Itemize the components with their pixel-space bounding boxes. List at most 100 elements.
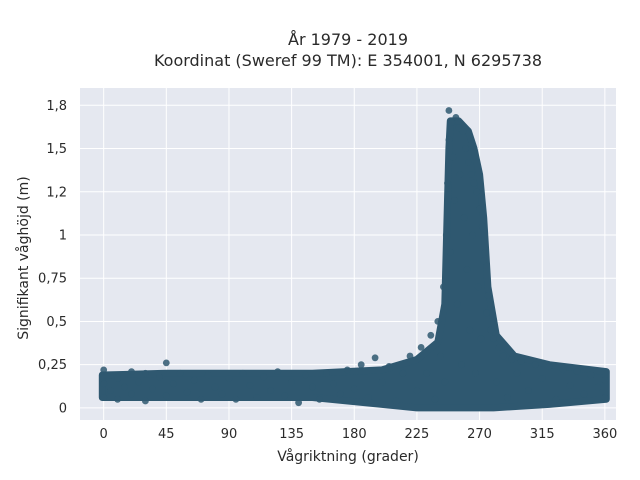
data-point xyxy=(267,387,275,394)
data-point xyxy=(458,361,465,369)
data-point xyxy=(466,326,474,334)
data-point xyxy=(459,127,467,135)
data-point xyxy=(492,378,500,386)
data-point xyxy=(330,380,337,388)
data-point xyxy=(142,397,149,405)
x-tick-label: 225 xyxy=(405,427,430,442)
data-point xyxy=(446,248,454,256)
data-point xyxy=(399,369,407,377)
data-point xyxy=(451,197,458,204)
data-point xyxy=(343,366,351,374)
data-point xyxy=(480,257,488,265)
data-point xyxy=(487,326,495,334)
data-point xyxy=(456,171,464,178)
data-point xyxy=(431,395,439,403)
data-point xyxy=(246,382,254,389)
data-point xyxy=(260,373,268,381)
data-point xyxy=(190,376,198,384)
data-point xyxy=(448,119,456,126)
data-point xyxy=(169,380,177,388)
data-point xyxy=(495,344,503,351)
data-point xyxy=(601,394,609,401)
data-point xyxy=(477,335,485,343)
y-tick-label: 0,25 xyxy=(38,358,67,373)
data-point xyxy=(478,222,486,230)
data-point xyxy=(473,188,481,196)
data-point xyxy=(559,366,567,374)
data-point xyxy=(121,383,128,391)
data-point xyxy=(566,382,574,389)
data-point xyxy=(453,300,461,308)
data-point xyxy=(552,395,560,403)
data-point xyxy=(225,375,233,382)
x-axis-title: Vågriktning (grader) xyxy=(277,448,419,465)
data-point xyxy=(504,394,511,401)
data-point xyxy=(476,205,483,213)
data-point xyxy=(538,375,546,382)
data-point xyxy=(474,283,482,291)
data-point xyxy=(469,231,476,239)
data-point xyxy=(417,344,425,351)
data-point xyxy=(302,371,309,379)
data-point xyxy=(274,368,282,375)
y-tick-label: 1 xyxy=(59,228,67,243)
data-point xyxy=(440,283,447,291)
data-point xyxy=(499,352,507,360)
data-point xyxy=(434,318,442,325)
data-point xyxy=(444,179,451,187)
data-point xyxy=(114,375,121,382)
data-point xyxy=(176,369,184,377)
data-point xyxy=(316,395,323,403)
data-point xyxy=(107,371,114,379)
data-point xyxy=(406,352,414,360)
data-point xyxy=(465,159,472,166)
data-point xyxy=(413,387,421,394)
data-point xyxy=(573,368,581,375)
data-point xyxy=(441,378,449,386)
data-point xyxy=(149,385,156,393)
x-tick-label: 45 xyxy=(158,427,175,442)
data-point xyxy=(517,357,525,365)
data-point xyxy=(371,354,379,362)
data-point xyxy=(427,331,435,339)
data-point xyxy=(463,266,471,273)
y-tick-label: 0,75 xyxy=(38,272,67,287)
data-point xyxy=(100,366,108,374)
data-point xyxy=(587,371,595,379)
data-point xyxy=(445,107,453,114)
data-point xyxy=(309,383,316,391)
data-point xyxy=(281,392,289,400)
x-tick-label: 315 xyxy=(530,427,555,442)
data-point xyxy=(392,397,400,405)
data-point xyxy=(481,248,489,256)
data-point xyxy=(460,214,468,222)
chart-title-line-1: År 1979 - 2019 xyxy=(288,30,408,49)
y-axis-title: Signifikant våghöjd (m) xyxy=(15,176,32,339)
data-point xyxy=(484,292,492,299)
data-point xyxy=(211,383,219,391)
data-point xyxy=(490,335,497,343)
data-point xyxy=(135,378,142,386)
x-tick-label: 0 xyxy=(100,427,108,442)
data-point xyxy=(449,153,457,161)
data-point xyxy=(580,390,588,398)
y-tick-label: 0,5 xyxy=(46,315,67,330)
data-point xyxy=(442,231,450,239)
data-layer xyxy=(98,107,610,412)
data-point xyxy=(183,388,191,396)
data-point xyxy=(364,394,372,401)
data-point xyxy=(162,359,170,367)
data-point xyxy=(336,390,344,398)
data-point xyxy=(197,395,205,403)
data-point xyxy=(472,369,479,377)
data-point xyxy=(128,368,135,375)
data-point xyxy=(100,394,108,401)
data-point xyxy=(483,309,490,317)
data-point xyxy=(437,352,444,360)
data-point xyxy=(531,361,539,369)
data-point xyxy=(385,363,393,370)
data-point xyxy=(452,114,460,121)
data-point xyxy=(156,373,163,381)
